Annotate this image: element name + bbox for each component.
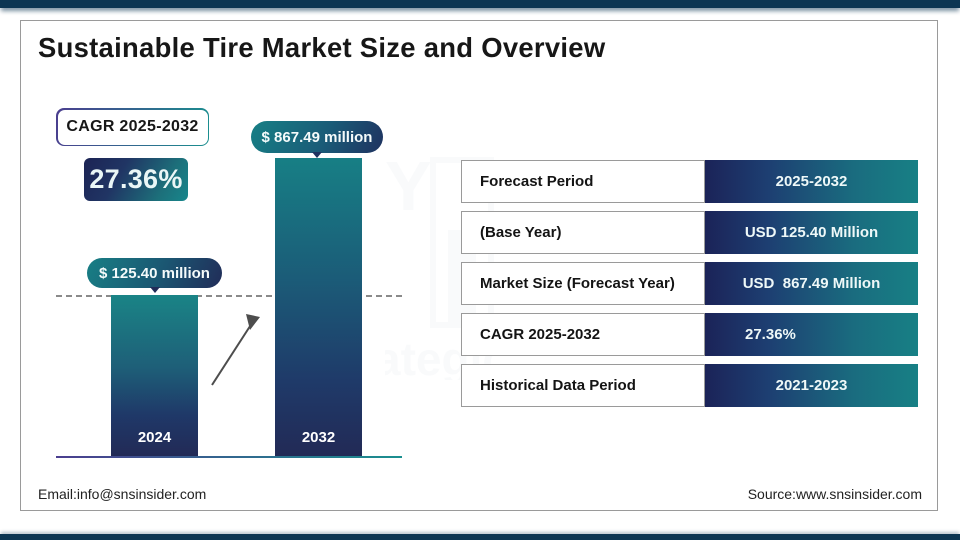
svg-text:Y: Y [385, 150, 432, 225]
